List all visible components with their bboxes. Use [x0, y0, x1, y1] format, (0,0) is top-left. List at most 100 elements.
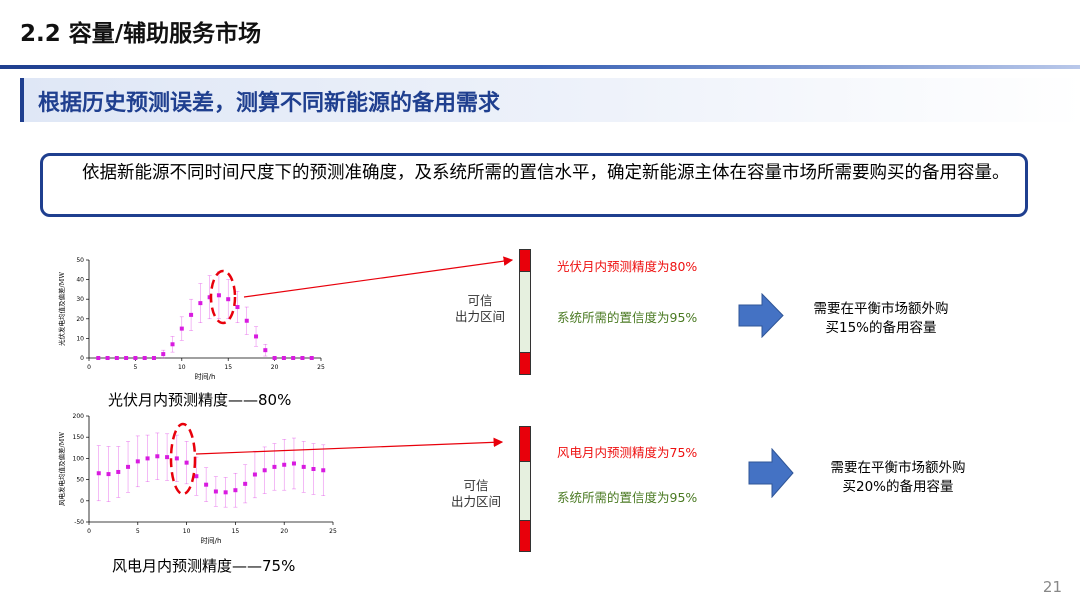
x-tick-label: 10: [183, 528, 191, 535]
pv-interval-bar: [519, 249, 531, 375]
wind-precision-label: 风电月内预测精度为75%: [557, 445, 698, 460]
data-point: [116, 469, 121, 474]
data-point: [235, 305, 240, 310]
data-point: [263, 348, 268, 353]
wind-need-line2: 买20%的备用容量: [842, 479, 954, 495]
data-point: [198, 301, 203, 306]
data-point: [170, 342, 175, 347]
wind-need-line1: 需要在平衡市场额外购: [830, 460, 966, 476]
section-subtitle: 根据历史预测误差，测算不同新能源的备用需求: [38, 91, 501, 116]
data-point: [124, 356, 129, 360]
description-box: [40, 153, 1028, 217]
y-tick-label: 50: [76, 257, 84, 264]
data-point: [301, 464, 306, 469]
data-point: [155, 454, 160, 459]
x-tick-label: 0: [87, 364, 91, 371]
data-point: [189, 312, 194, 317]
data-point: [106, 472, 111, 477]
x-axis-label: 时间/h: [195, 372, 216, 381]
y-tick-label: 0: [80, 498, 84, 505]
data-point: [142, 356, 147, 360]
x-tick-label: 25: [317, 364, 325, 371]
data-point: [291, 356, 296, 360]
y-tick-label: 20: [76, 316, 84, 323]
data-point: [114, 356, 119, 360]
data-point: [321, 468, 326, 473]
data-point: [135, 459, 140, 464]
x-tick-label: 15: [232, 528, 240, 535]
data-point: [165, 455, 170, 460]
data-point: [126, 464, 131, 469]
pv-chart: 0 10 20 30 40 50 0 5 10 15 20 25 时间/h 光伏发电均值及偏差/MW: [55, 250, 330, 388]
y-tick-label: 200: [73, 413, 85, 420]
page-title: 2.2 容量/辅助服务市场: [20, 21, 262, 47]
pv-need-text: 需要在平衡市场额外购 买15%的备用容量: [793, 300, 969, 338]
wind-bar-bottom-segment: [520, 520, 530, 551]
wind-confidence-label: 系统所需的置信度为95%: [557, 490, 698, 505]
data-point: [309, 356, 314, 360]
pv-need-line1: 需要在平衡市场额外购: [813, 301, 949, 317]
data-point: [204, 482, 209, 487]
wind-caption: 风电月内预测精度——75%: [112, 557, 296, 575]
y-axis-label: 光伏发电均值及偏差/MW: [57, 272, 66, 346]
pv-right-arrow-icon: [738, 293, 784, 338]
data-point: [216, 293, 221, 298]
data-point: [244, 318, 249, 323]
y-tick-label: 10: [76, 335, 84, 342]
data-point: [184, 460, 189, 465]
data-point: [213, 489, 218, 494]
data-point: [194, 474, 199, 479]
subtitle-bar: [20, 78, 1080, 122]
pv-interval-label-line2: 出力区间: [454, 309, 505, 324]
x-tick-label: 0: [87, 528, 91, 535]
wind-pointer-arrow: [195, 437, 504, 455]
x-tick-label: 5: [133, 364, 137, 371]
data-point: [254, 334, 259, 339]
wind-interval-label-line1: 可信: [463, 478, 489, 493]
pv-highlight-ellipse: [209, 269, 237, 325]
wind-right-arrow-icon: [748, 448, 794, 498]
pv-precision-label: 光伏月内预测精度为80%: [557, 259, 698, 274]
y-tick-label: 50: [76, 477, 84, 484]
data-point: [233, 488, 238, 493]
x-tick-label: 5: [136, 528, 140, 535]
page-number: 21: [1042, 578, 1062, 596]
pv-pointer-arrow: [243, 256, 514, 298]
data-point: [96, 471, 101, 476]
wind-highlight-ellipse: [169, 422, 197, 496]
pv-caption: 光伏月内预测精度——80%: [108, 391, 292, 409]
wind-interval-bar: [519, 426, 531, 552]
y-tick-label: 100: [73, 455, 85, 462]
data-point: [262, 468, 267, 473]
data-point: [291, 461, 296, 466]
pv-bar-top-segment: [520, 250, 530, 272]
data-point: [243, 481, 248, 486]
y-tick-label: 40: [76, 277, 84, 284]
x-axis-label: 时间/h: [201, 536, 222, 545]
data-point: [282, 462, 287, 467]
data-point: [223, 490, 228, 495]
wind-interval-label: 可信 出力区间: [441, 478, 511, 510]
data-point: [174, 456, 179, 461]
data-point: [145, 456, 150, 461]
x-tick-label: 10: [178, 364, 186, 371]
pv-bar-bottom-segment: [520, 352, 530, 374]
data-point: [300, 356, 305, 360]
x-tick-label: 15: [224, 364, 232, 371]
data-point: [281, 356, 286, 360]
wind-interval-label-line2: 出力区间: [450, 494, 501, 509]
y-axis-label: 风电发电均值及偏差/MW: [57, 432, 66, 506]
data-point: [207, 295, 212, 300]
pv-interval-label: 可信 出力区间: [445, 293, 515, 325]
data-point: [252, 472, 257, 477]
data-point: [96, 356, 101, 360]
x-tick-label: 25: [329, 528, 337, 535]
data-point: [105, 356, 110, 360]
data-point: [226, 297, 231, 302]
data-point: [151, 356, 156, 360]
x-tick-label: 20: [271, 364, 279, 371]
pv-need-line2: 买15%的备用容量: [825, 320, 937, 336]
y-tick-label: 30: [76, 296, 84, 303]
description-text: 依据新能源不同时间尺度下的预测准确度，及系统所需的置信水平，确定新能源主体在容量…: [82, 163, 1010, 183]
